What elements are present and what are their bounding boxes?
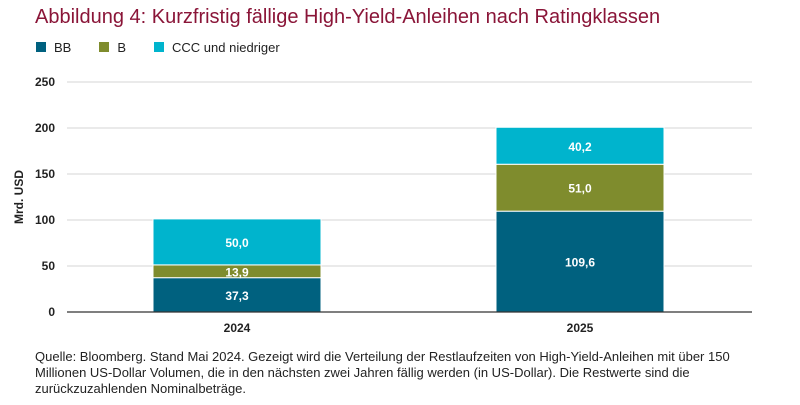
y-tick-label: 100: [35, 213, 55, 227]
y-tick-label: 150: [35, 167, 55, 181]
chart-legend: BB B CCC und niedriger: [36, 38, 308, 56]
data-label: 109,6: [565, 256, 595, 270]
legend-label: B: [117, 39, 127, 55]
legend-swatch: [99, 42, 110, 52]
data-label: 51,0: [568, 182, 592, 196]
legend-label: CCC und niedriger: [172, 39, 280, 55]
bar-segment: [495, 163, 665, 212]
stacked-bar-chart: 0 50 100 150 200 250 Mrd. USD 37,3 13,9 50,0 2024 1…: [12, 75, 752, 335]
legend-label: BB: [54, 39, 72, 55]
y-tick-label: 200: [35, 121, 55, 135]
y-axis-label: Mrd. USD: [12, 170, 26, 224]
bar-segment: [152, 277, 322, 313]
data-label: 13,9: [225, 265, 249, 279]
source-note: Quelle: Bloomberg. Stand Mai 2024. Gezei…: [35, 349, 730, 396]
legend-item: CCC und niedriger: [154, 40, 280, 55]
legend-item: B: [99, 40, 126, 55]
legend-swatch: [154, 42, 165, 52]
data-label: 37,3: [225, 289, 249, 303]
data-label: 40,2: [568, 140, 592, 154]
bar-segment: [152, 218, 322, 266]
bar-segment: [495, 126, 665, 165]
bar-segment: [495, 210, 665, 313]
chart-title: Abbildung 4: Kurzfristig fällige High-Yi…: [35, 6, 661, 28]
legend-item: BB: [36, 40, 71, 55]
y-tick-label: 250: [35, 75, 55, 89]
y-tick-label: 0: [48, 305, 55, 319]
y-tick-label: 50: [42, 259, 56, 273]
x-tick-label: 2024: [224, 321, 251, 335]
data-label: 50,0: [225, 236, 249, 250]
legend-swatch: [36, 42, 46, 52]
x-tick-label: 2025: [567, 321, 594, 335]
